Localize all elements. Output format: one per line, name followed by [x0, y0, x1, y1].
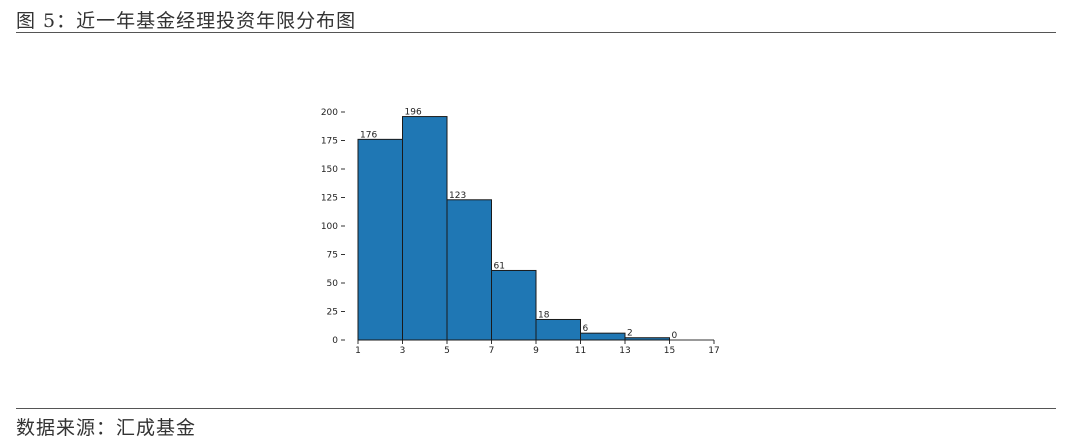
- histogram-bar: [402, 116, 448, 341]
- figure-title: 图 5：近一年基金经理投资年限分布图: [16, 10, 357, 32]
- bar-data-label: 61: [494, 261, 505, 271]
- y-axis: 0 25 50 75 100 125 150 175 200: [321, 108, 345, 346]
- data-labels-group: 176 196 123 61 18 6 2 0: [360, 108, 678, 341]
- bar-data-label: 6: [583, 324, 589, 334]
- y-tick-label: 175: [321, 137, 338, 147]
- x-axis: 1 3 5 7 9 11 13 15 17: [355, 339, 720, 356]
- y-tick-label: 0: [332, 336, 338, 346]
- bar-data-label: 18: [538, 310, 550, 320]
- y-tick-label: 150: [321, 165, 338, 175]
- histogram-bar: [491, 269, 537, 341]
- x-tick-label: 15: [664, 346, 675, 356]
- x-tick-label: 13: [619, 346, 630, 356]
- x-tick-label: 5: [444, 346, 450, 356]
- x-tick-label: 1: [355, 346, 361, 356]
- x-tick-label: 3: [400, 346, 406, 356]
- bars-group: [357, 116, 670, 341]
- bar-data-label: 176: [360, 130, 377, 140]
- bar-data-label: 2: [627, 329, 633, 339]
- histogram-bar: [357, 138, 403, 341]
- source-note: 数据来源：汇成基金: [16, 417, 197, 439]
- histogram-bar: [535, 318, 581, 341]
- x-tick-label: 9: [533, 346, 539, 356]
- histogram-bar: [446, 199, 492, 341]
- y-tick-label: 100: [321, 222, 338, 232]
- bar-data-label: 196: [405, 108, 422, 118]
- y-tick-label: 75: [327, 251, 338, 261]
- histogram-bar: [624, 337, 670, 341]
- y-tick-label: 125: [321, 194, 338, 204]
- top-divider: [16, 32, 1056, 33]
- bottom-divider: [16, 408, 1056, 409]
- y-tick-label: 200: [321, 108, 338, 118]
- x-tick-label: 17: [708, 346, 719, 356]
- bar-data-label: 0: [672, 331, 678, 341]
- x-tick-label: 11: [575, 346, 586, 356]
- bar-data-label: 123: [449, 191, 466, 201]
- x-tick-label: 7: [489, 346, 495, 356]
- y-tick-label: 50: [327, 279, 339, 289]
- histogram-bar: [580, 332, 626, 341]
- y-tick-label: 25: [327, 308, 338, 318]
